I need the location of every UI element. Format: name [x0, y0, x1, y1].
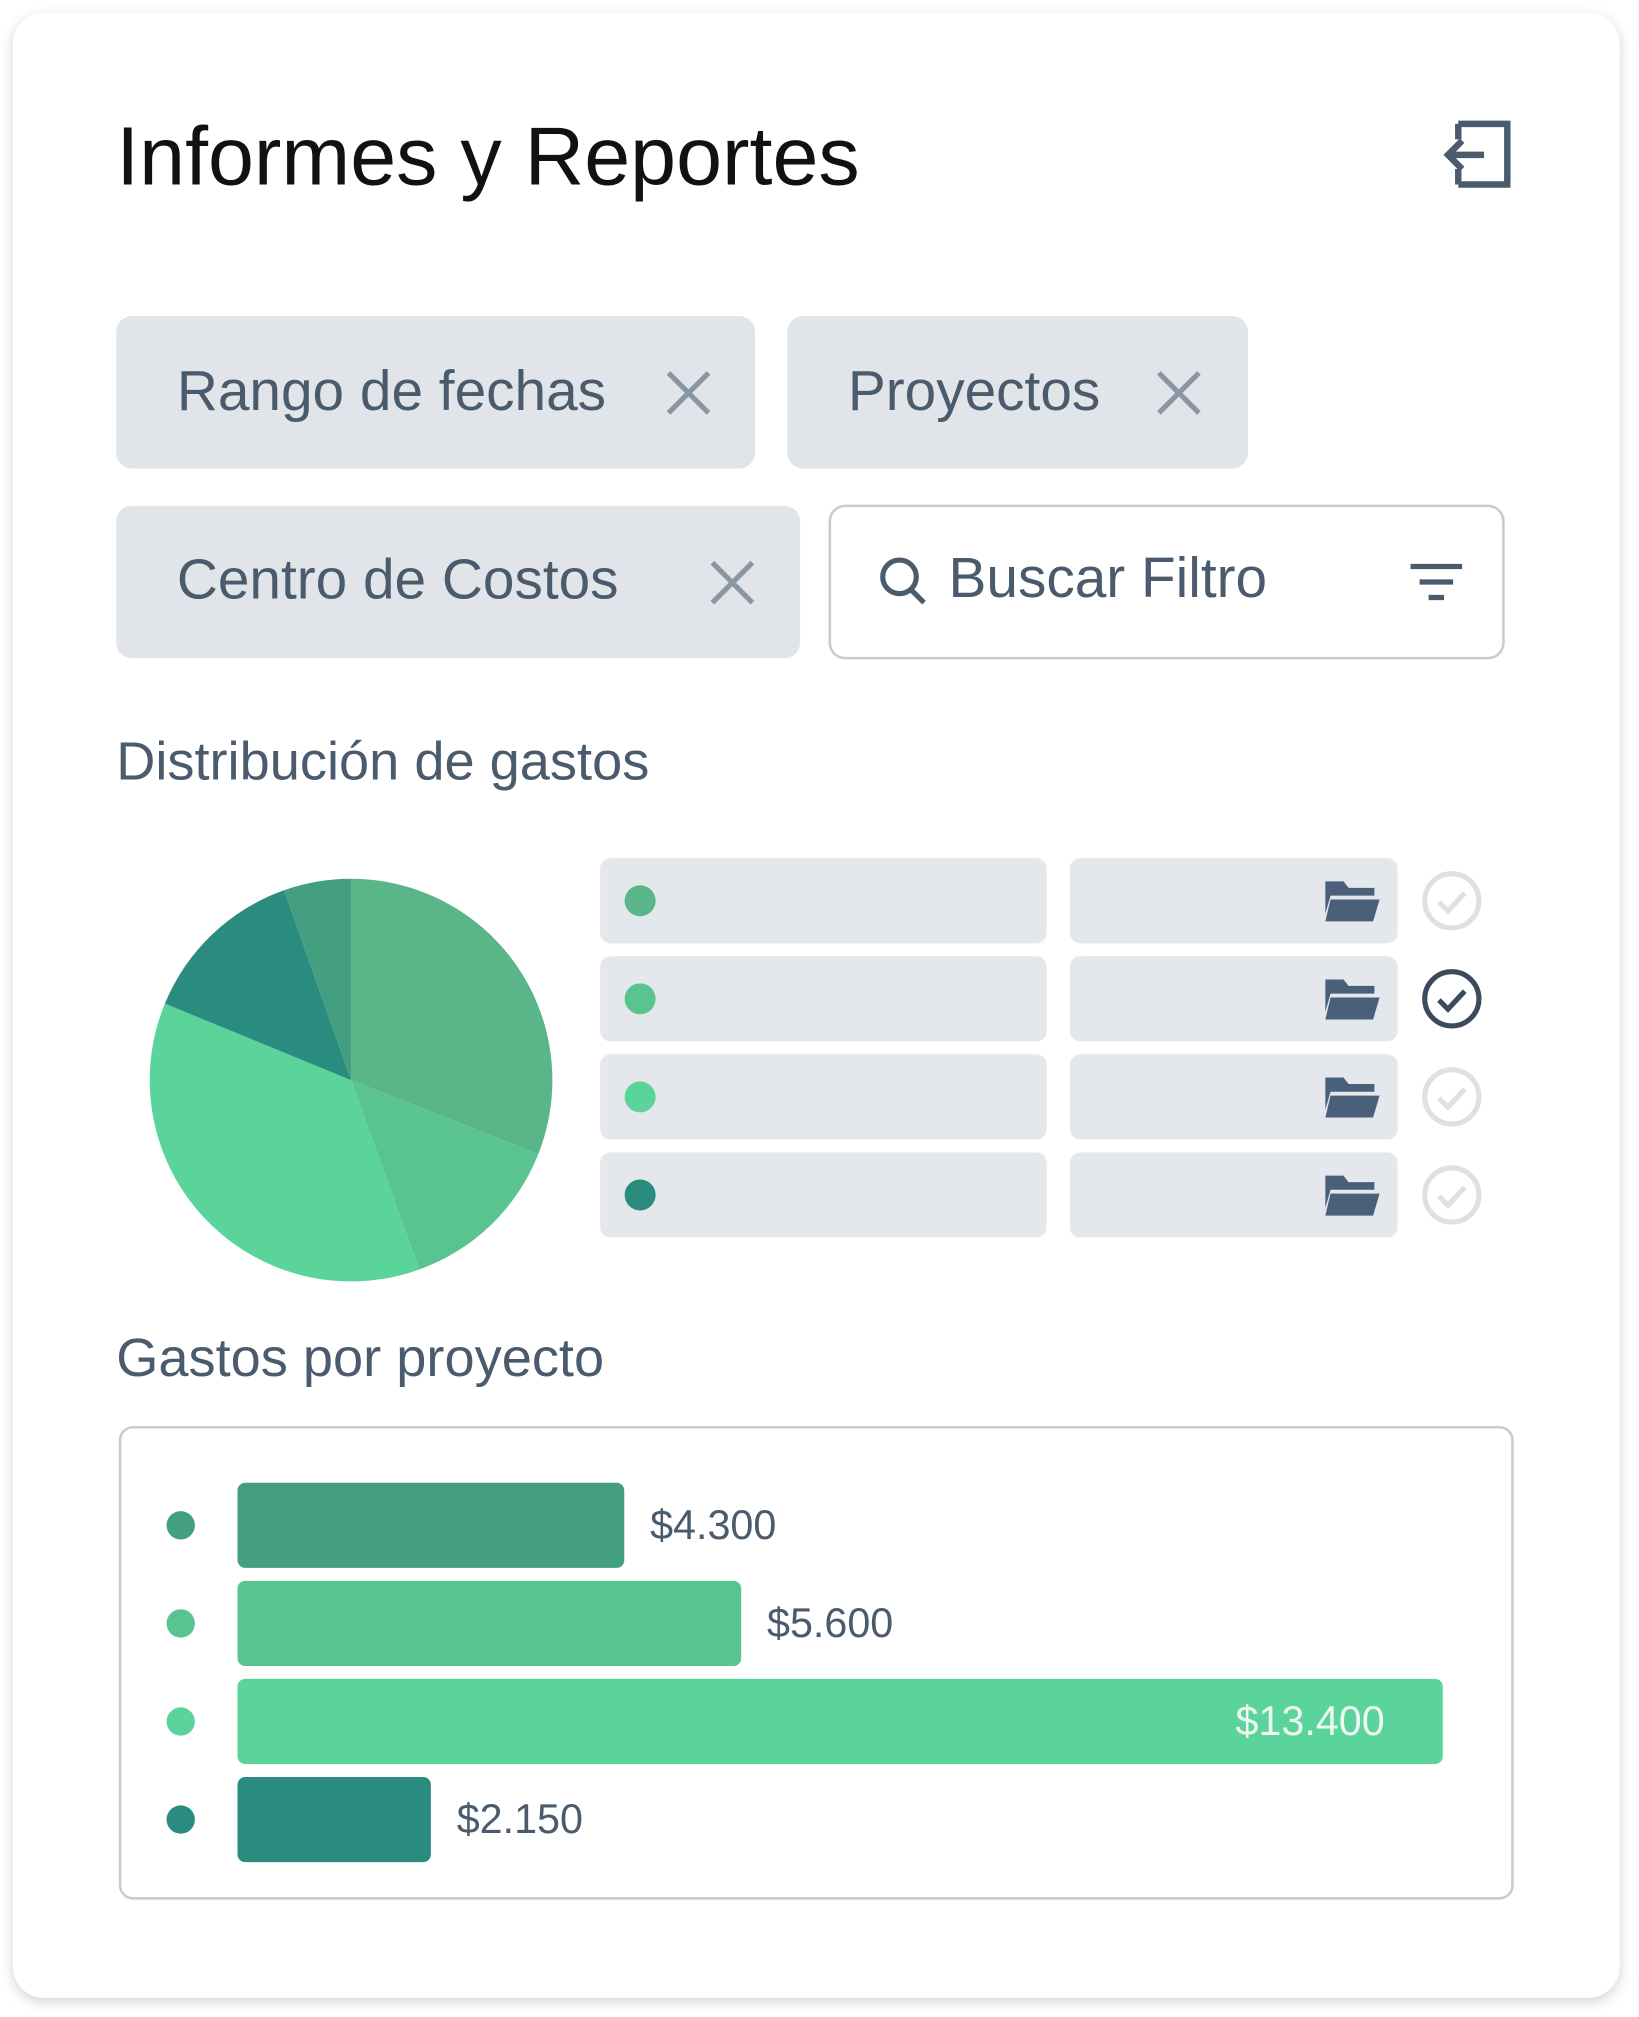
pie-slice — [351, 1080, 539, 1270]
search-placeholder: Buscar Filtro — [949, 547, 1268, 610]
legend-row[interactable] — [600, 858, 1482, 944]
check-toggle[interactable] — [1422, 871, 1482, 931]
search-filter[interactable]: Buscar Filtro — [828, 504, 1505, 660]
folder-icon — [1325, 881, 1380, 922]
legend-bar — [600, 858, 1047, 944]
check-toggle[interactable] — [1422, 1165, 1482, 1225]
bar-dot — [166, 1707, 195, 1736]
pie-slice — [164, 890, 352, 1081]
folder-icon — [1325, 1175, 1380, 1216]
pie-slice — [351, 878, 553, 1155]
folder-icon — [1325, 979, 1380, 1020]
bar-value-label: $13.400 — [1235, 1698, 1384, 1744]
legend-bar — [600, 1152, 1047, 1238]
exit-button[interactable] — [1443, 120, 1511, 188]
legend-bar — [1069, 858, 1398, 944]
legend-dot — [624, 1081, 656, 1113]
legend-bar — [600, 1054, 1047, 1140]
chip-label: Centro de Costos — [177, 548, 619, 611]
check-toggle[interactable] — [1422, 1067, 1482, 1127]
pie-slice — [149, 1003, 420, 1282]
chip-remove[interactable] — [666, 371, 711, 415]
pie-legend — [600, 858, 1482, 1238]
bar-value-label: $2.150 — [457, 1796, 583, 1842]
bar-value-label: $5.600 — [767, 1600, 893, 1646]
section-title: Distribución de gastos — [116, 732, 649, 792]
bar — [237, 1580, 742, 1666]
legend-row[interactable] — [600, 1054, 1482, 1140]
bar-dot — [166, 1805, 195, 1834]
chip-remove[interactable] — [710, 560, 755, 605]
bar-dot — [166, 1609, 195, 1638]
legend-dot — [624, 885, 656, 917]
legend-row[interactable] — [600, 956, 1482, 1042]
legend-bar — [1069, 1152, 1398, 1238]
filter-chip[interactable]: Centro de Costos — [116, 505, 801, 659]
check-mark — [1437, 891, 1467, 915]
legend-dot — [624, 1179, 656, 1211]
filter-chip[interactable]: Rango de fechas — [116, 316, 755, 469]
chip-remove[interactable] — [1157, 371, 1201, 415]
check-mark — [1437, 1185, 1467, 1210]
filter-chip[interactable]: Proyectos — [787, 316, 1248, 469]
bar — [237, 1678, 1443, 1765]
bar-value-label: $4.300 — [650, 1502, 776, 1548]
legend-dot — [624, 983, 656, 1015]
pie-chart — [149, 878, 553, 1282]
check-mark — [1437, 1087, 1467, 1111]
bar-dot — [166, 1511, 195, 1540]
page-title: Informes y Reportes — [116, 110, 860, 202]
check-toggle[interactable] — [1422, 969, 1482, 1029]
bar — [237, 1482, 625, 1568]
bar — [237, 1776, 431, 1863]
legend-bar — [1069, 956, 1398, 1042]
section-title: Gastos por proyecto — [116, 1328, 604, 1388]
bar-chart: $4.300 $5.600 $13.400 $2.150 — [166, 1482, 1443, 1863]
folder-icon — [1325, 1077, 1380, 1118]
pie-slice — [284, 878, 352, 1081]
legend-row[interactable] — [600, 1152, 1482, 1238]
legend-bar — [600, 956, 1047, 1042]
chip-label: Proyectos — [848, 360, 1100, 423]
chip-label: Rango de fechas — [177, 360, 606, 423]
legend-bar — [1069, 1054, 1398, 1140]
check-mark — [1437, 989, 1467, 1013]
